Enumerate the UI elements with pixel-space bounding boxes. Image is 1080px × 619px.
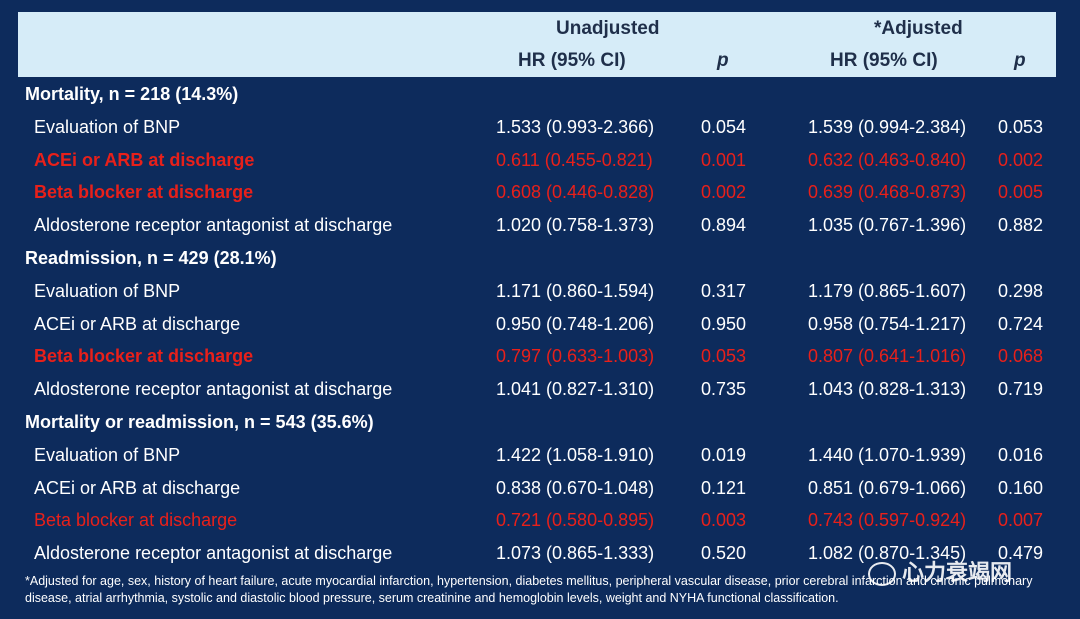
row-label: Beta blocker at discharge bbox=[34, 510, 238, 531]
hr-unadjusted-cell: 1.073 (0.865-1.333) bbox=[496, 543, 655, 564]
row-label: ACEi or ARB at discharge bbox=[34, 313, 241, 334]
hr-adjusted-cell: 0.639 (0.468-0.873) bbox=[808, 182, 967, 203]
hr-adjusted-cell: 0.851 (0.679-1.066) bbox=[808, 477, 967, 498]
hr-adjusted-cell: 0.743 (0.597-0.924) bbox=[808, 510, 967, 531]
hr-adjusted-cell: 1.179 (0.865-1.607) bbox=[808, 280, 967, 301]
p-adjusted-cell: 0.298 bbox=[998, 280, 1044, 301]
table-row: Beta blocker at discharge 0.797 (0.633-1.… bbox=[0, 340, 1080, 373]
header-p-unadjusted: p bbox=[717, 50, 729, 71]
row-label: Aldosterone receptor antagonist at disch… bbox=[34, 379, 393, 400]
p-adjusted-cell: 0.005 bbox=[998, 182, 1044, 203]
hr-unadjusted-cell: 1.422 (1.058-1.910) bbox=[496, 444, 655, 465]
hr-unadjusted-cell: 1.533 (0.993-2.366) bbox=[496, 116, 655, 137]
hr-unadjusted-cell: 0.611 (0.455-0.821) bbox=[496, 149, 653, 170]
table-row: Evaluation of BNP 1.533 (0.993-2.366) 0.05… bbox=[0, 111, 1080, 144]
section-label: Readmission, n = 429 (28.1%) bbox=[25, 248, 277, 268]
header-adjusted: *Adjusted bbox=[874, 18, 963, 39]
table-row: ACEi or ARB at discharge 0.838 (0.670-1.0… bbox=[0, 472, 1080, 505]
p-adjusted-cell: 0.007 bbox=[998, 510, 1044, 531]
row-label: Beta blocker at discharge bbox=[34, 182, 254, 203]
hr-unadjusted-cell: 0.721 (0.580-0.895) bbox=[496, 510, 655, 531]
p-unadjusted-cell: 0.019 bbox=[701, 444, 747, 465]
hr-unadjusted-cell: 0.797 (0.633-1.003) bbox=[496, 346, 655, 367]
table-row: ACEi or ARB at discharge 0.611 (0.455-0.8… bbox=[0, 144, 1080, 177]
hr-unadjusted-cell: 1.041 (0.827-1.310) bbox=[496, 379, 655, 400]
p-unadjusted-cell: 0.317 bbox=[701, 280, 747, 301]
row-label: Evaluation of BNP bbox=[34, 444, 181, 465]
p-adjusted-cell: 0.882 bbox=[998, 215, 1044, 236]
p-unadjusted-cell: 0.053 bbox=[701, 346, 747, 367]
row-label: Aldosterone receptor antagonist at disch… bbox=[34, 543, 393, 564]
p-adjusted-cell: 0.160 bbox=[998, 477, 1044, 498]
row-label: ACEi or ARB at discharge bbox=[34, 477, 241, 498]
p-unadjusted-cell: 0.003 bbox=[701, 510, 747, 531]
table-row: ACEi or ARB at discharge 0.950 (0.748-1.2… bbox=[0, 308, 1080, 341]
p-adjusted-cell: 0.002 bbox=[998, 149, 1044, 170]
hr-unadjusted-cell: 0.608 (0.446-0.828) bbox=[496, 182, 655, 203]
hr-unadjusted-cell: 0.838 (0.670-1.048) bbox=[496, 477, 655, 498]
header-hr-adjusted: HR (95% CI) bbox=[830, 50, 938, 71]
header-hr-unadjusted: HR (95% CI) bbox=[518, 50, 626, 71]
p-adjusted-cell: 0.068 bbox=[998, 346, 1044, 367]
table-row: Beta blocker at discharge 0.721 (0.580-0.… bbox=[0, 504, 1080, 537]
p-unadjusted-cell: 0.001 bbox=[701, 149, 747, 170]
section-label: Mortality or readmission, n = 543 (35.6%… bbox=[25, 412, 374, 432]
hr-adjusted-cell: 1.539 (0.994-2.384) bbox=[808, 116, 967, 137]
section-row: Mortality or readmission, n = 543 (35.6%… bbox=[0, 406, 1080, 439]
hr-adjusted-cell: 0.807 (0.641-1.016) bbox=[808, 346, 967, 367]
header-p-adjusted: p bbox=[1014, 50, 1026, 71]
p-adjusted-cell: 0.724 bbox=[998, 313, 1044, 334]
row-label: Evaluation of BNP bbox=[34, 116, 181, 137]
row-label: ACEi or ARB at discharge bbox=[34, 149, 255, 170]
p-unadjusted-cell: 0.121 bbox=[701, 477, 747, 498]
hr-adjusted-cell: 1.035 (0.767-1.396) bbox=[808, 215, 967, 236]
p-unadjusted-cell: 0.520 bbox=[701, 543, 747, 564]
hr-adjusted-cell: 1.082 (0.870-1.345) bbox=[808, 543, 967, 564]
row-label: Beta blocker at discharge bbox=[34, 346, 254, 367]
wechat-icon bbox=[868, 562, 896, 587]
footnote: *Adjusted for age, sex, history of heart… bbox=[25, 574, 1033, 605]
p-unadjusted-cell: 0.054 bbox=[701, 116, 747, 137]
hr-unadjusted-cell: 0.950 (0.748-1.206) bbox=[496, 313, 655, 334]
p-adjusted-cell: 0.479 bbox=[998, 543, 1044, 564]
watermark: 心力衰竭网 bbox=[868, 555, 1012, 587]
p-adjusted-cell: 0.053 bbox=[998, 116, 1044, 137]
p-unadjusted-cell: 0.950 bbox=[701, 313, 747, 334]
hr-adjusted-cell: 1.440 (1.070-1.939) bbox=[808, 444, 967, 465]
hr-adjusted-cell: 1.043 (0.828-1.313) bbox=[808, 379, 967, 400]
p-adjusted-cell: 0.016 bbox=[998, 444, 1044, 465]
table-row: Beta blocker at discharge 0.608 (0.446-0.… bbox=[0, 176, 1080, 209]
row-label: Aldosterone receptor antagonist at disch… bbox=[34, 215, 393, 236]
table-row: Evaluation of BNP 1.422 (1.058-1.910) 0.01… bbox=[0, 439, 1080, 472]
p-unadjusted-cell: 0.894 bbox=[701, 215, 747, 236]
watermark-text: 心力衰竭网 bbox=[902, 560, 1013, 585]
table-header: Unadjusted *Adjusted HR (95% CI) p HR (9… bbox=[18, 12, 1056, 77]
table-row: Aldosterone receptor antagonist at disch… bbox=[0, 537, 1080, 570]
section-label: Mortality, n = 218 (14.3%) bbox=[25, 84, 239, 104]
header-unadjusted: Unadjusted bbox=[556, 18, 660, 39]
hr-adjusted-cell: 0.958 (0.754-1.217) bbox=[808, 313, 967, 334]
section-row: Readmission, n = 429 (28.1%) bbox=[0, 242, 1080, 275]
table-row: Aldosterone receptor antagonist at disch… bbox=[0, 209, 1080, 242]
p-adjusted-cell: 0.719 bbox=[998, 379, 1044, 400]
table-row: Evaluation of BNP 1.171 (0.860-1.594) 0.31… bbox=[0, 275, 1080, 308]
section-row: Mortality, n = 218 (14.3%) bbox=[0, 78, 1080, 111]
p-unadjusted-cell: 0.002 bbox=[701, 182, 747, 203]
hr-unadjusted-cell: 1.171 (0.860-1.594) bbox=[496, 280, 655, 301]
hr-adjusted-cell: 0.632 (0.463-0.840) bbox=[808, 149, 967, 170]
table-row: Aldosterone receptor antagonist at disch… bbox=[0, 373, 1080, 406]
hr-unadjusted-cell: 1.020 (0.758-1.373) bbox=[496, 215, 655, 236]
row-label: Evaluation of BNP bbox=[34, 280, 181, 301]
p-unadjusted-cell: 0.735 bbox=[701, 379, 747, 400]
